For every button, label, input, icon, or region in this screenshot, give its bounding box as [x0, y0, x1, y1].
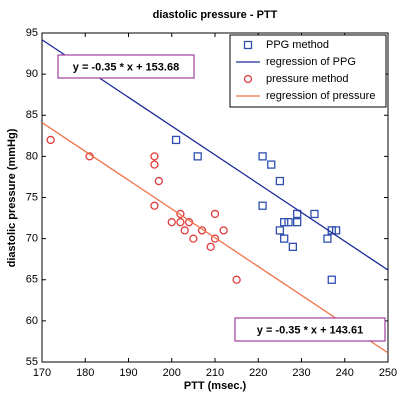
annotation: y = -0.35 * x + 153.68: [73, 61, 179, 73]
circle-marker: [189, 234, 198, 243]
square-marker: [275, 176, 285, 186]
square-marker: [284, 218, 293, 227]
circle-marker: [180, 226, 189, 235]
x-tick-label: 200: [163, 367, 181, 379]
regression-line: [42, 122, 388, 354]
legend-label: regression of PPG: [266, 56, 356, 68]
circle-marker: [176, 209, 185, 219]
circle-marker: [46, 135, 55, 145]
circle-marker: [150, 160, 159, 169]
chart-title: diastolic pressure - PTT: [153, 9, 278, 21]
circle-marker: [150, 201, 159, 210]
circle-marker: [167, 218, 176, 227]
circle-marker: [197, 226, 207, 235]
circle-marker: [232, 275, 241, 284]
legend-label: pressure method: [266, 73, 349, 85]
y-tick-label: 90: [26, 68, 38, 80]
x-tick-label: 170: [33, 367, 51, 379]
square-marker: [258, 152, 267, 161]
circle-marker: [176, 218, 185, 227]
legend-label: PPG method: [266, 39, 329, 51]
x-tick-label: 210: [206, 367, 224, 379]
circle-marker: [150, 152, 159, 161]
y-tick-label: 85: [26, 109, 38, 121]
x-axis-label: PTT (msec.): [184, 380, 247, 392]
y-tick-label: 80: [26, 150, 38, 162]
y-tick-label: 95: [26, 27, 38, 39]
square-marker: [258, 201, 267, 210]
annotation-box: [57, 54, 195, 79]
x-tick-label: 240: [336, 367, 354, 379]
square-marker: [331, 226, 341, 235]
y-tick-label: 65: [26, 274, 38, 286]
annotation-box: [234, 317, 386, 342]
y-tick-label: 60: [26, 315, 38, 327]
circle-marker: [210, 234, 220, 243]
annotation: y = -0.35 * x + 143.61: [257, 324, 363, 336]
x-tick-label: 190: [119, 367, 137, 379]
x-tick-label: 230: [292, 367, 310, 379]
square-marker: [193, 152, 202, 161]
square-marker: [293, 218, 302, 227]
square-marker: [323, 234, 332, 243]
legend-box: [229, 34, 387, 108]
y-axis-label: diastolic pressure (mmHg): [6, 128, 18, 267]
square-marker: [288, 242, 298, 252]
x-tick-label: 220: [249, 367, 267, 379]
y-tick-label: 55: [26, 356, 38, 368]
y-tick-label: 70: [26, 233, 38, 245]
square-marker: [280, 218, 289, 227]
square-marker: [293, 209, 302, 219]
legend-swatch: [243, 40, 253, 50]
x-tick-label: 250: [379, 367, 397, 379]
y-tick-label: 75: [26, 191, 38, 203]
circle-marker: [210, 209, 220, 219]
square-marker: [327, 275, 336, 284]
square-marker: [275, 226, 285, 235]
x-tick-label: 180: [76, 367, 94, 379]
circle-marker: [219, 226, 228, 235]
square-marker: [280, 234, 289, 243]
legend-label: regression of pressure: [266, 90, 375, 102]
legend-swatch: [243, 74, 253, 84]
circle-marker: [206, 242, 215, 252]
square-marker: [267, 160, 276, 169]
circle-marker: [154, 176, 163, 186]
square-marker: [171, 135, 181, 145]
square-marker: [310, 209, 319, 219]
